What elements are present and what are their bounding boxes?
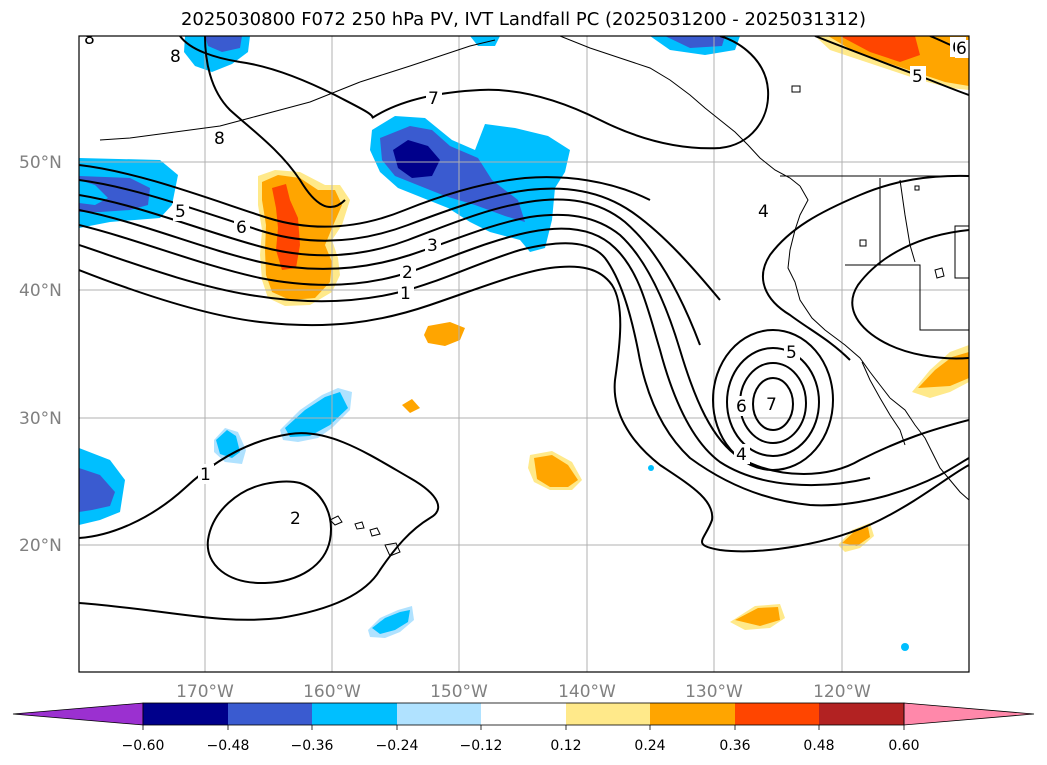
svg-text:2: 2 <box>290 509 301 529</box>
colorbar-bin <box>143 703 228 725</box>
colorbar-bin <box>650 703 735 725</box>
colorbar-bin <box>481 703 566 725</box>
colorbar-bin <box>228 703 312 725</box>
colorbar-tick-label: 0.12 <box>550 738 581 754</box>
colorbar-bin <box>819 703 904 725</box>
svg-text:150°W: 150°W <box>430 682 488 702</box>
svg-text:6: 6 <box>956 39 967 59</box>
svg-text:4: 4 <box>758 202 769 222</box>
svg-text:50°N: 50°N <box>19 153 62 173</box>
svg-text:8: 8 <box>84 29 95 49</box>
lon-labels: 170°W 160°W 150°W 140°W 130°W 120°W <box>176 682 871 702</box>
svg-text:4: 4 <box>736 445 747 465</box>
colorbar-bin <box>735 703 819 725</box>
svg-text:3: 3 <box>427 236 438 256</box>
svg-text:2: 2 <box>402 263 413 283</box>
ivt-contours <box>79 36 969 621</box>
colorbar-extend-high <box>903 702 1035 726</box>
colorbar-tick-label: 0.60 <box>888 738 919 754</box>
colorbar: −0.60 −0.48 −0.36 −0.24 −0.12 0.12 0.24 … <box>12 702 1035 754</box>
colorbar-tick-label: −0.24 <box>376 738 419 754</box>
svg-text:5: 5 <box>786 343 797 363</box>
svg-text:140°W: 140°W <box>558 682 616 702</box>
colorbar-tick-label: −0.60 <box>122 738 165 754</box>
svg-text:7: 7 <box>428 89 439 109</box>
colorbar-bin <box>397 703 481 725</box>
svg-text:8: 8 <box>170 47 181 67</box>
svg-text:8: 8 <box>214 129 225 149</box>
svg-text:130°W: 130°W <box>685 682 743 702</box>
svg-text:160°W: 160°W <box>303 682 361 702</box>
contour-labels: 8 8 8 7 6 5 5 6 3 2 1 4 5 6 <box>83 29 969 529</box>
svg-text:40°N: 40°N <box>19 281 62 301</box>
svg-text:6: 6 <box>736 397 747 417</box>
colorbar-tick-label: −0.36 <box>291 738 334 754</box>
svg-text:7: 7 <box>766 395 777 415</box>
colorbar-extend-low <box>12 702 144 726</box>
colorbar-tick-label: 0.48 <box>803 738 834 754</box>
svg-text:120°W: 120°W <box>813 682 871 702</box>
svg-text:170°W: 170°W <box>176 682 234 702</box>
svg-text:30°N: 30°N <box>19 409 62 429</box>
svg-text:6: 6 <box>236 218 247 238</box>
coastlines <box>99 36 969 557</box>
colorbar-bin <box>312 703 397 725</box>
svg-text:5: 5 <box>912 67 923 87</box>
svg-text:5: 5 <box>175 202 186 222</box>
colorbar-tick-label: −0.48 <box>207 738 250 754</box>
map-title: 2025030800 F072 250 hPa PV, IVT Landfall… <box>180 9 867 30</box>
colorbar-bin <box>566 703 650 725</box>
svg-text:20°N: 20°N <box>19 536 62 556</box>
lat-labels: 50°N 40°N 30°N 20°N <box>19 153 62 556</box>
map-frame <box>78 35 970 673</box>
svg-text:1: 1 <box>200 465 211 485</box>
svg-text:1: 1 <box>400 284 411 304</box>
colorbar-tick-label: 0.24 <box>634 738 665 754</box>
colorbar-tick-label: 0.36 <box>719 738 750 754</box>
colorbar-tick-label: −0.12 <box>460 738 503 754</box>
